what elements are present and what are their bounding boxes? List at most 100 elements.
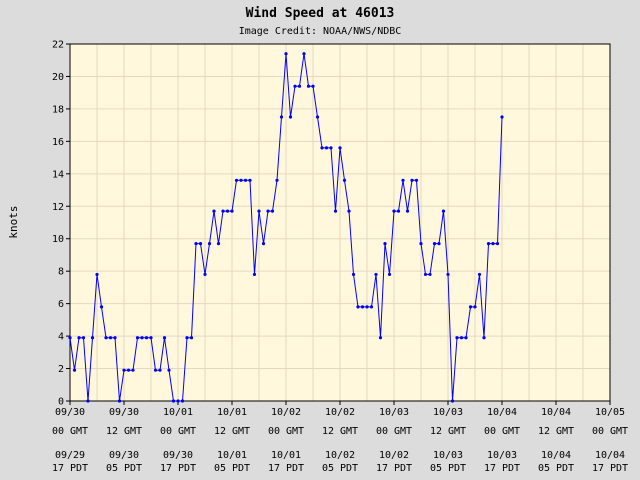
data-point (180, 399, 185, 403)
x-tick-label: 10/03 (379, 407, 409, 418)
data-point (351, 272, 356, 277)
data-point (432, 241, 437, 246)
x-tick-label: 10/01 (271, 450, 301, 461)
data-point (374, 272, 378, 277)
data-point (387, 272, 392, 277)
x-tick-label: 12 GMT (214, 426, 250, 437)
data-point (495, 241, 500, 246)
y-axis-label: knots (7, 205, 20, 238)
x-tick-label: 10/04 (487, 407, 517, 418)
data-point (122, 368, 126, 372)
data-point (225, 209, 230, 213)
data-point (149, 336, 153, 340)
y-tick-label: 22 (52, 40, 64, 51)
data-point (86, 399, 90, 403)
x-tick-label: 00 GMT (376, 426, 412, 437)
x-tick-label: 10/04 (541, 407, 571, 418)
data-point (176, 399, 180, 403)
plot-border (69, 43, 611, 402)
data-point (95, 272, 99, 277)
data-point (104, 336, 108, 340)
y-tick-label: 16 (52, 137, 64, 148)
data-point (455, 336, 459, 340)
x-tick-label: 09/30 (163, 450, 193, 461)
data-point (153, 368, 158, 372)
data-point (194, 241, 198, 246)
data-point (113, 336, 117, 340)
data-point (306, 84, 311, 88)
data-point (212, 209, 216, 213)
data-point (198, 241, 203, 246)
data-point (72, 368, 77, 372)
data-point (216, 241, 221, 246)
data-point (189, 336, 194, 340)
data-point (239, 178, 243, 182)
data-point (414, 178, 419, 182)
y-tick-label: 10 (52, 234, 64, 245)
data-point (117, 399, 122, 403)
data-point (320, 146, 324, 150)
y-tick-label: 4 (58, 332, 64, 343)
x-tick-label: 17 PDT (160, 463, 196, 474)
data-point (252, 272, 257, 277)
x-tick-label: 10/02 (271, 407, 301, 418)
x-tick-label: 05 PDT (106, 463, 142, 474)
data-point (468, 305, 473, 309)
data-point (81, 336, 86, 340)
data-point (482, 336, 486, 340)
x-tick-label: 09/29 (55, 450, 85, 461)
data-point (365, 305, 369, 309)
data-point (275, 178, 279, 182)
data-point (329, 146, 333, 150)
data-point (405, 209, 410, 213)
data-point (396, 209, 401, 213)
x-tick-label: 17 PDT (592, 463, 628, 474)
x-tick-label: 17 PDT (52, 463, 88, 474)
data-point (446, 272, 450, 277)
data-point (248, 178, 252, 182)
x-tick-label: 05 PDT (430, 463, 466, 474)
data-point (360, 305, 365, 309)
x-tick-label: 10/02 (325, 450, 355, 461)
x-tick-label: 09/30 (109, 407, 139, 418)
x-tick-label: 00 GMT (592, 426, 628, 437)
x-tick-label: 00 GMT (268, 426, 304, 437)
data-point (324, 146, 329, 150)
y-tick-label: 6 (58, 299, 64, 310)
x-tick-label: 12 GMT (430, 426, 466, 437)
y-tick-label: 0 (58, 397, 64, 408)
x-tick-label: 12 GMT (538, 426, 574, 437)
data-point (441, 209, 446, 213)
data-point (131, 368, 135, 372)
data-point (203, 272, 207, 277)
x-tick-label: 05 PDT (214, 463, 250, 474)
y-tick-label: 12 (52, 202, 64, 213)
x-tick-label: 17 PDT (268, 463, 304, 474)
x-tick-label: 10/03 (487, 450, 517, 461)
data-point (500, 115, 504, 119)
data-point (293, 84, 297, 88)
x-tick-label: 10/02 (325, 407, 355, 418)
data-point (279, 115, 284, 119)
x-tick-label: 00 GMT (160, 426, 196, 437)
data-point (77, 336, 81, 340)
x-tick-label: 12 GMT (322, 426, 358, 437)
data-point (302, 52, 306, 56)
data-point (167, 368, 171, 372)
data-point (230, 209, 234, 213)
data-point (338, 146, 342, 150)
x-tick-label: 10/01 (217, 407, 247, 418)
data-point (423, 272, 428, 277)
x-tick-label: 00 GMT (52, 426, 88, 437)
data-point (288, 115, 293, 119)
data-point (342, 178, 347, 182)
axes: 0 2 4 6 8 10 12 14 16 18 20 22 09/30 00 GMT 09/29 17 PD… (52, 40, 628, 475)
chart-subtitle: Image Credit: NOAA/NWS/NDBC (239, 26, 402, 37)
y-tick-label: 14 (52, 169, 64, 180)
x-tick-label: 05 PDT (322, 463, 358, 474)
data-point (261, 241, 266, 246)
data-point (333, 209, 338, 213)
data-point (234, 178, 239, 182)
data-point (473, 305, 477, 309)
data-point (221, 209, 225, 213)
